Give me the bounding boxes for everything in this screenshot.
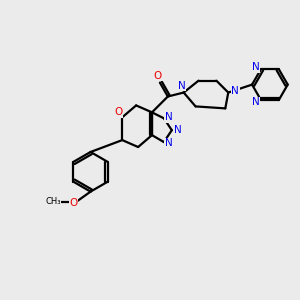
Text: O: O (70, 197, 78, 208)
Text: N: N (231, 85, 239, 96)
Text: O: O (114, 107, 122, 117)
Text: N: N (252, 97, 260, 107)
Text: N: N (178, 81, 186, 91)
Text: N: N (165, 112, 173, 122)
Text: N: N (165, 138, 173, 148)
Text: N: N (174, 125, 182, 135)
Text: CH₃: CH₃ (45, 197, 61, 206)
Text: O: O (154, 71, 162, 81)
Text: N: N (252, 62, 260, 72)
